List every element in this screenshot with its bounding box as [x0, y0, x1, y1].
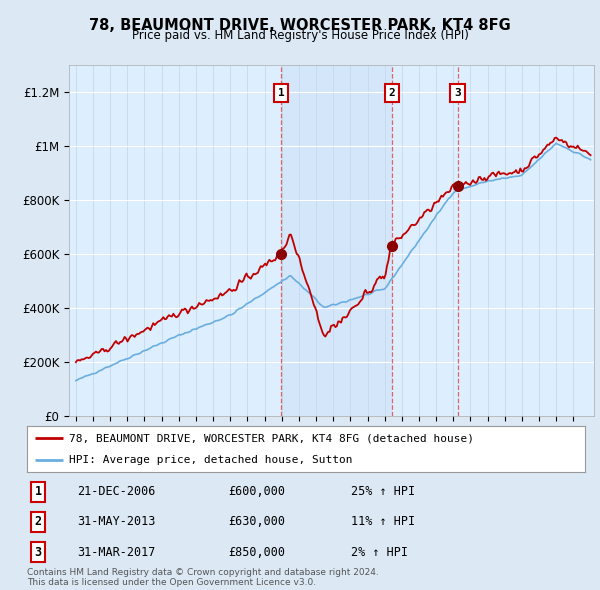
Bar — [281, 65, 392, 416]
Text: 2% ↑ HPI: 2% ↑ HPI — [350, 546, 407, 559]
Text: 3: 3 — [35, 546, 42, 559]
Text: 3: 3 — [454, 88, 461, 99]
Text: HPI: Average price, detached house, Sutton: HPI: Average price, detached house, Sutt… — [69, 454, 352, 464]
Text: Contains HM Land Registry data © Crown copyright and database right 2024.
This d: Contains HM Land Registry data © Crown c… — [27, 568, 379, 587]
Text: 2: 2 — [389, 88, 395, 99]
Text: 21-DEC-2006: 21-DEC-2006 — [77, 485, 155, 498]
Text: £850,000: £850,000 — [228, 546, 285, 559]
Text: 1: 1 — [35, 485, 42, 498]
Text: 31-MAY-2013: 31-MAY-2013 — [77, 515, 155, 529]
Text: 78, BEAUMONT DRIVE, WORCESTER PARK, KT4 8FG: 78, BEAUMONT DRIVE, WORCESTER PARK, KT4 … — [89, 18, 511, 32]
Text: 25% ↑ HPI: 25% ↑ HPI — [350, 485, 415, 498]
Text: 11% ↑ HPI: 11% ↑ HPI — [350, 515, 415, 529]
Text: 1: 1 — [278, 88, 284, 99]
Text: £630,000: £630,000 — [228, 515, 285, 529]
Text: £600,000: £600,000 — [228, 485, 285, 498]
Text: 78, BEAUMONT DRIVE, WORCESTER PARK, KT4 8FG (detached house): 78, BEAUMONT DRIVE, WORCESTER PARK, KT4 … — [69, 434, 474, 444]
Text: Price paid vs. HM Land Registry's House Price Index (HPI): Price paid vs. HM Land Registry's House … — [131, 29, 469, 42]
Text: 31-MAR-2017: 31-MAR-2017 — [77, 546, 155, 559]
Text: 2: 2 — [35, 515, 42, 529]
